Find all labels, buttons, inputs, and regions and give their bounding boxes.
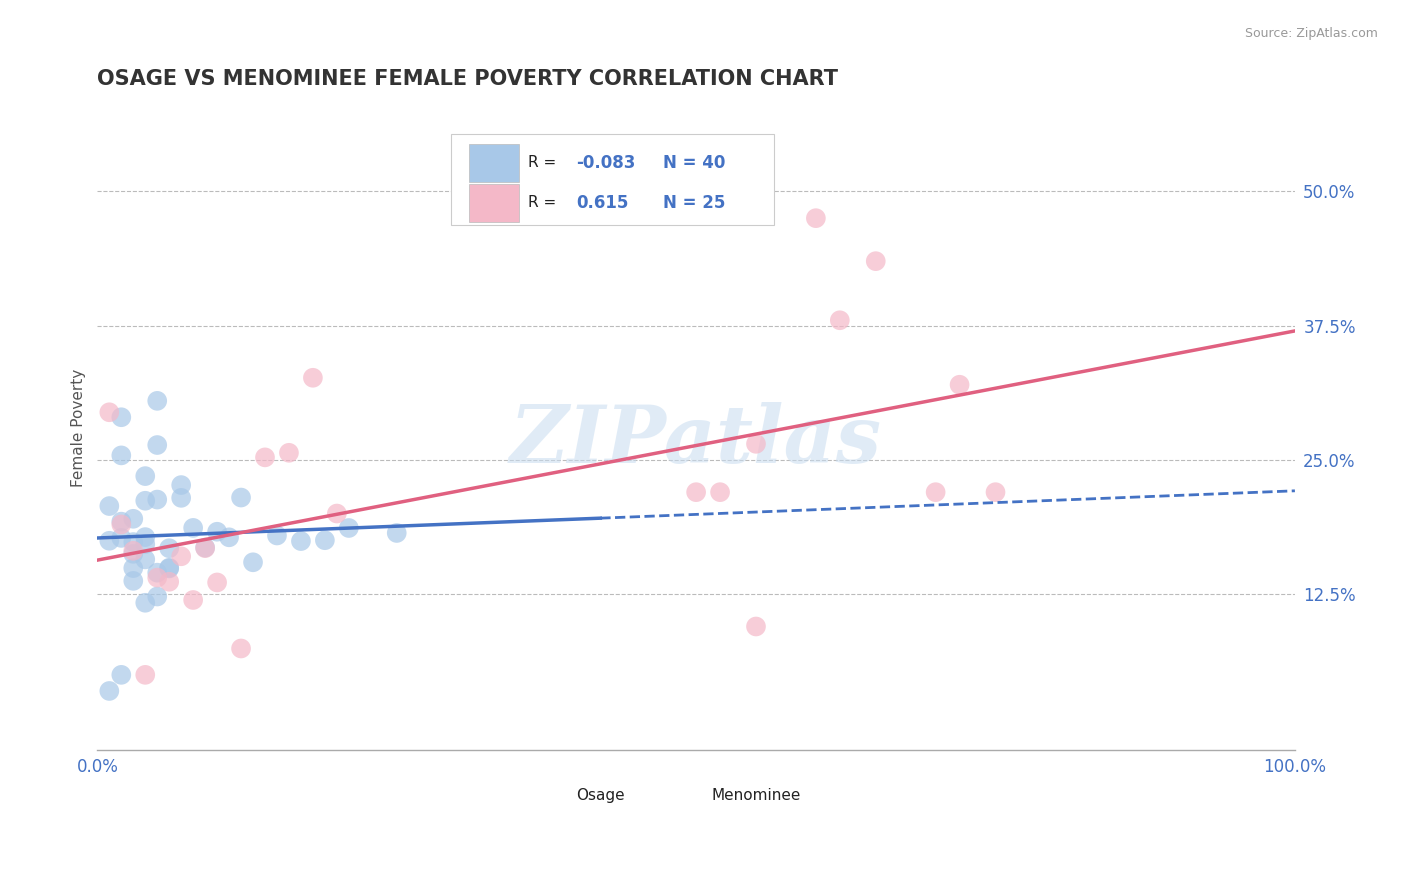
Point (146, 590, 169, 604)
Point (745, 437, 768, 451)
Text: N = 40: N = 40 (662, 153, 725, 172)
Point (205, 524, 228, 539)
FancyBboxPatch shape (531, 782, 571, 811)
Point (685, 485, 707, 500)
Point (157, 560, 180, 574)
Point (278, 446, 301, 460)
Point (110, 410, 132, 425)
Point (146, 492, 169, 507)
Text: -0.083: -0.083 (576, 153, 636, 172)
Point (385, 525, 408, 540)
Text: Source: ZipAtlas.com: Source: ZipAtlas.com (1244, 27, 1378, 40)
Point (181, 521, 204, 535)
Point (110, 531, 132, 545)
Point (134, 668, 156, 682)
Point (122, 543, 145, 558)
Point (134, 469, 156, 483)
Point (709, 485, 731, 500)
Point (146, 438, 169, 452)
Text: Menominee: Menominee (711, 788, 801, 803)
Point (110, 515, 132, 529)
Point (157, 541, 180, 556)
Point (170, 491, 193, 505)
Point (290, 534, 312, 549)
Point (948, 377, 970, 392)
Point (218, 530, 240, 544)
Y-axis label: Female Poverty: Female Poverty (72, 368, 86, 487)
Point (134, 530, 156, 544)
Point (828, 313, 851, 327)
Text: ZIPatlas: ZIPatlas (510, 402, 882, 479)
Point (804, 211, 827, 226)
FancyBboxPatch shape (451, 135, 773, 225)
Point (98, 405, 121, 419)
Point (314, 533, 336, 548)
Text: N = 25: N = 25 (662, 194, 725, 212)
Text: 0.615: 0.615 (576, 194, 628, 212)
Text: OSAGE VS MENOMINEE FEMALE POVERTY CORRELATION CHART: OSAGE VS MENOMINEE FEMALE POVERTY CORREL… (97, 69, 838, 88)
Text: R =: R = (529, 195, 561, 211)
FancyBboxPatch shape (468, 184, 519, 222)
Point (745, 619, 768, 633)
FancyBboxPatch shape (468, 144, 519, 182)
Point (110, 517, 132, 532)
Point (134, 596, 156, 610)
Point (134, 552, 156, 566)
Point (924, 485, 946, 500)
Point (146, 571, 169, 585)
Point (170, 549, 193, 564)
Point (146, 393, 169, 408)
Point (337, 521, 360, 535)
Point (134, 493, 156, 508)
Point (157, 574, 180, 589)
Point (122, 547, 145, 561)
Point (865, 254, 887, 268)
Point (253, 450, 276, 465)
FancyBboxPatch shape (668, 782, 706, 811)
Point (98, 684, 121, 698)
Point (110, 668, 132, 682)
Point (181, 593, 204, 607)
Point (157, 561, 180, 575)
Text: Osage: Osage (576, 788, 626, 803)
Point (122, 535, 145, 549)
Point (170, 478, 193, 492)
Point (984, 485, 1007, 500)
Point (229, 641, 252, 656)
Point (122, 512, 145, 526)
Point (205, 575, 228, 590)
Point (229, 491, 252, 505)
Text: R =: R = (529, 155, 561, 170)
Point (122, 574, 145, 588)
Point (266, 528, 288, 542)
Point (242, 555, 264, 569)
Point (98, 533, 121, 548)
Point (194, 541, 217, 555)
Point (122, 561, 145, 575)
Point (326, 507, 349, 521)
Point (110, 449, 132, 463)
Point (134, 537, 156, 551)
Point (194, 541, 217, 556)
Point (98, 499, 121, 513)
Point (146, 566, 169, 580)
Point (302, 371, 325, 385)
